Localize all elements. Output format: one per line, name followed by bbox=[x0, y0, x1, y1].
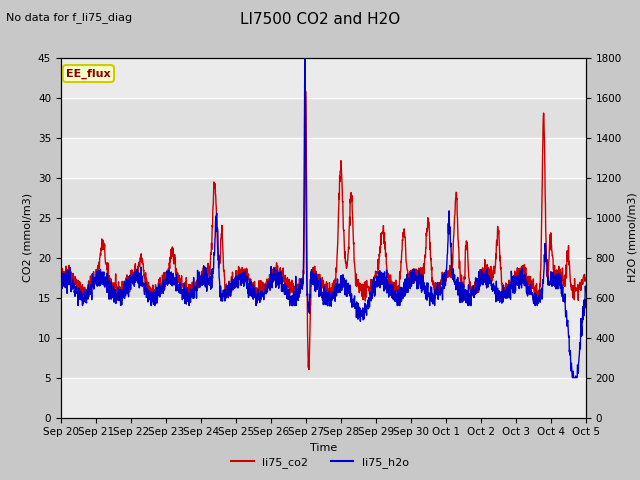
X-axis label: Time: Time bbox=[310, 443, 337, 453]
Y-axis label: CO2 (mmol/m3): CO2 (mmol/m3) bbox=[22, 193, 32, 282]
Text: EE_flux: EE_flux bbox=[66, 68, 111, 79]
Bar bbox=[61, 298, 586, 337]
Text: No data for f_li75_diag: No data for f_li75_diag bbox=[6, 12, 132, 23]
Bar bbox=[61, 378, 586, 418]
Legend: li75_co2, li75_h2o: li75_co2, li75_h2o bbox=[227, 452, 413, 472]
Bar bbox=[61, 217, 586, 258]
Bar bbox=[61, 138, 586, 178]
Bar bbox=[61, 58, 586, 97]
Y-axis label: H2O (mmol/m3): H2O (mmol/m3) bbox=[627, 193, 637, 282]
Text: LI7500 CO2 and H2O: LI7500 CO2 and H2O bbox=[240, 12, 400, 27]
